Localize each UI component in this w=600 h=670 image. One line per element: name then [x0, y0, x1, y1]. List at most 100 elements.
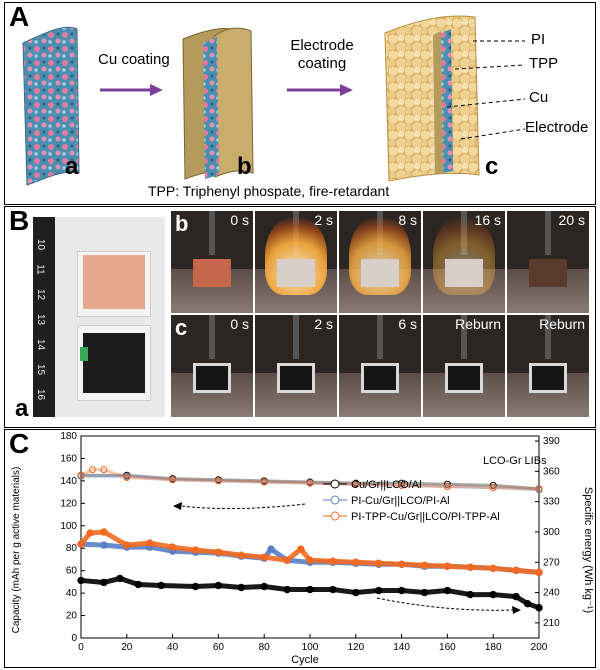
- ruler-tick-label: 15: [35, 363, 47, 376]
- electrode-coated-shape: [384, 15, 480, 182]
- arrow-2-head: [340, 84, 353, 96]
- arrow-1-label: Cu coating: [98, 51, 170, 68]
- data-point: [100, 578, 108, 587]
- y-axis-right-label: Specific energy (Wh kg⁻¹): [582, 487, 594, 613]
- x-tick-label: 40: [167, 642, 179, 653]
- data-point: [329, 585, 337, 594]
- y-right-tick-label: 240: [543, 588, 560, 599]
- y-left-tick-label: 120: [60, 498, 77, 509]
- ruler-tick-label: 12: [35, 288, 47, 301]
- layer-label-tpp: TPP: [529, 55, 559, 72]
- burn-frame: 8 s: [339, 211, 421, 313]
- sub-label-b: b: [237, 153, 252, 180]
- data-point: [260, 582, 268, 591]
- y-right-tick-label: 270: [543, 557, 560, 568]
- arrow-2-label: Electrode coating: [290, 37, 354, 72]
- series-line: [80, 575, 540, 611]
- burn-frame: 0 s: [171, 315, 253, 417]
- plot-frame: [80, 435, 540, 639]
- x-tick-label: 80: [259, 642, 271, 653]
- x-axis-label: Cycle: [291, 654, 319, 666]
- y-right-tick-label: 390: [543, 436, 560, 447]
- row-label-c: c: [175, 315, 188, 340]
- burn-frame: 6 s: [339, 315, 421, 417]
- data-point: [535, 604, 543, 612]
- data-point: [420, 588, 429, 597]
- photo-sample-sheets: 10 11 12 13 14 15 16: [33, 217, 165, 417]
- layer-label-electrode: Electrode: [525, 119, 589, 136]
- data-point: [191, 582, 200, 591]
- x-tick-label: 120: [347, 642, 364, 653]
- leader-electrode: [460, 128, 526, 140]
- ruler-tick-label: 13: [35, 313, 47, 326]
- x-tick-label: 140: [393, 642, 410, 653]
- y-right-tick-label: 330: [543, 497, 560, 508]
- data-point: [191, 546, 200, 554]
- burn-frame: 2 s: [255, 315, 337, 417]
- legend-marker: [330, 495, 340, 505]
- y-left-tick-label: 100: [60, 521, 77, 532]
- panel-c-label: C: [9, 428, 30, 459]
- data-point: [535, 568, 543, 577]
- data-point: [397, 560, 406, 568]
- pi-tpp-sheet: [83, 255, 145, 309]
- x-tick-label: 60: [213, 642, 225, 653]
- y-right-tick-label: 210: [543, 618, 560, 629]
- frame-time-label: 0 s: [230, 316, 249, 332]
- data-point: [443, 483, 451, 490]
- burn-frame: 20 s: [507, 211, 589, 313]
- data-point: [214, 581, 223, 590]
- data-point: [283, 585, 291, 594]
- burn-frame: Reburn: [423, 315, 505, 417]
- data-point: [375, 559, 383, 567]
- data-point: [283, 556, 291, 564]
- series-line: [80, 468, 540, 491]
- frame-time-label: 8 s: [398, 212, 417, 228]
- burn-frame: Reburn: [507, 315, 589, 417]
- ruler-tick-label: 10: [35, 238, 47, 251]
- data-point: [260, 553, 268, 561]
- arrow-1-head: [150, 84, 163, 96]
- x-tick-label: 100: [302, 642, 319, 653]
- legend-label: Cu/Gr||LCO/Al: [351, 479, 422, 491]
- data-point: [306, 556, 314, 564]
- data-point: [535, 485, 543, 493]
- data-point: [352, 588, 360, 597]
- ruler-tick-label: 11: [34, 264, 46, 275]
- data-point: [523, 599, 532, 608]
- data-point: [157, 581, 165, 590]
- data-point: [297, 545, 305, 553]
- frame-time-label: Reburn: [455, 316, 501, 332]
- panel-b: B 10 11 12 13 14 15 16 a 0 s 2 s 8 s 16 s 20 s 0 s 2…: [4, 205, 596, 428]
- data-point: [100, 528, 108, 536]
- data-point: [86, 529, 94, 537]
- x-tick-label: 180: [485, 642, 502, 653]
- cu-sheet: [83, 333, 145, 393]
- data-point: [466, 563, 474, 572]
- data-point: [489, 484, 497, 492]
- y-left-tick-label: 20: [66, 611, 78, 622]
- data-point: [77, 540, 85, 548]
- x-tick-label: 0: [78, 642, 84, 653]
- green-tab: [80, 347, 88, 361]
- data-point: [306, 585, 314, 594]
- panel-a: A: [4, 1, 596, 205]
- ruler: [33, 217, 55, 417]
- y-left-tick-label: 140: [60, 476, 77, 487]
- frame-time-label: 16 s: [474, 212, 501, 228]
- series-line: [81, 473, 540, 491]
- y-axis-left-label: Capacity (mAh per g active materials): [11, 467, 22, 634]
- data-point: [420, 561, 429, 569]
- panel-b-label: B: [9, 205, 30, 236]
- dashed-arrow-right-head: [512, 606, 521, 614]
- data-point: [260, 478, 268, 486]
- frame-time-label: 0 s: [230, 212, 249, 228]
- legend-marker: [330, 479, 340, 489]
- data-point: [466, 590, 474, 599]
- panel-a-label: A: [9, 1, 30, 32]
- data-point: [489, 481, 497, 489]
- data-point: [168, 543, 177, 551]
- dashed-arrow-left: [180, 503, 306, 510]
- data-point: [329, 557, 337, 565]
- layer-label-pi: PI: [531, 31, 546, 48]
